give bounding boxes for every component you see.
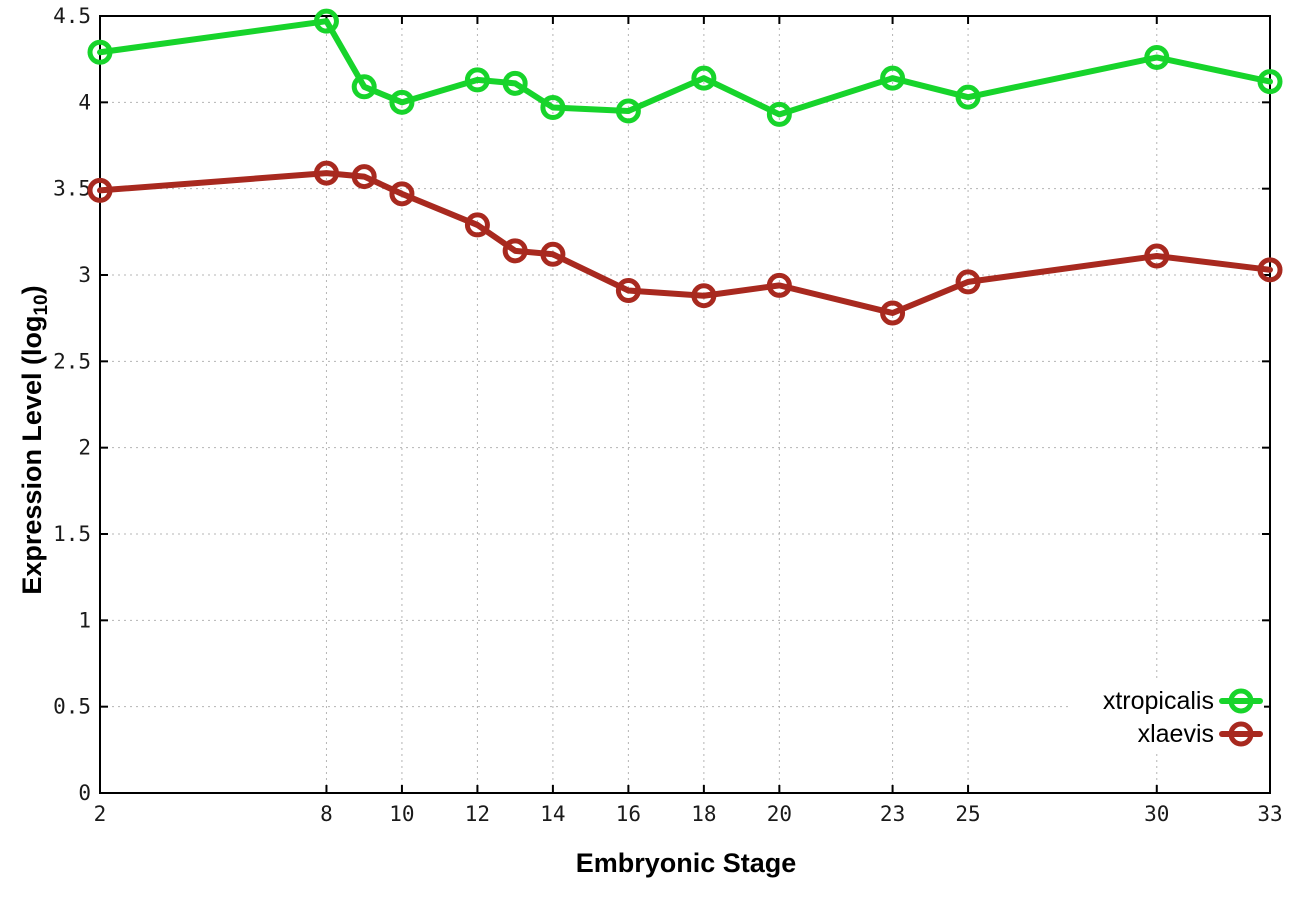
x-tick-label: 16	[616, 802, 641, 826]
data-point-xtropicalis	[351, 74, 377, 100]
data-point-xlaevis	[766, 272, 792, 298]
data-point-xlaevis	[615, 278, 641, 304]
y-tick-label: 0.5	[53, 695, 91, 719]
x-tick-label: 10	[389, 802, 414, 826]
data-point-xtropicalis	[502, 70, 528, 96]
series-line-xtropicalis	[97, 18, 1273, 118]
x-tick-label: 30	[1144, 802, 1169, 826]
y-axis-title-subscript: 10	[31, 294, 52, 316]
data-point-xtropicalis	[766, 101, 792, 127]
data-point-xlaevis	[464, 212, 490, 238]
data-point-xlaevis	[1144, 243, 1170, 269]
data-point-xtropicalis	[615, 98, 641, 124]
legend-marker-sample	[1228, 721, 1254, 747]
x-tick-label: 25	[955, 802, 980, 826]
y-axis-title-main: Expression Level (log	[17, 315, 47, 595]
data-point-xtropicalis	[691, 65, 717, 91]
data-point-xtropicalis	[540, 95, 566, 121]
data-point-xlaevis	[691, 283, 717, 309]
y-tick-label: 4	[78, 90, 91, 114]
data-point-xlaevis	[880, 300, 906, 326]
data-point-xlaevis	[389, 181, 415, 207]
data-point-xlaevis	[351, 164, 377, 190]
data-point-xlaevis	[1257, 257, 1283, 283]
plot-border	[99, 15, 1271, 794]
legend-marker-sample	[1228, 688, 1254, 714]
data-point-xlaevis	[540, 241, 566, 267]
x-axis-title-text: Embryonic Stage	[575, 848, 797, 878]
data-point-xtropicalis	[389, 89, 415, 115]
y-axis-title: Expression Level (log10)	[17, 230, 53, 650]
y-tick-label: 1.5	[53, 522, 91, 546]
data-point-xtropicalis	[1144, 44, 1170, 70]
data-point-xtropicalis	[87, 39, 113, 65]
x-tick-label: 33	[1257, 802, 1282, 826]
data-point-xlaevis	[313, 160, 339, 186]
x-tick-label: 12	[465, 802, 490, 826]
y-tick-label: 3.5	[53, 177, 91, 201]
data-point-xtropicalis	[880, 65, 906, 91]
legend-label-xlaevis: xlaevis	[1138, 720, 1214, 748]
y-tick-label: 0	[78, 781, 91, 805]
data-point-xlaevis	[87, 177, 113, 203]
y-tick-label: 3	[78, 263, 91, 287]
x-tick-label: 18	[691, 802, 716, 826]
x-tick-label: 23	[880, 802, 905, 826]
data-point-xlaevis	[955, 269, 981, 295]
y-tick-label: 2.5	[53, 349, 91, 373]
x-tick-label: 20	[767, 802, 792, 826]
y-axis-title-end: )	[17, 285, 47, 295]
legend-label-xtropicalis: xtropicalis	[1103, 687, 1214, 715]
x-tick-label: 2	[94, 802, 107, 826]
series-line-xlaevis	[97, 170, 1273, 316]
x-tick-label: 14	[540, 802, 565, 826]
y-tick-label: 1	[78, 608, 91, 632]
data-point-xlaevis	[502, 238, 528, 264]
y-tick-label: 2	[78, 436, 91, 460]
y-tick-label: 4.5	[53, 4, 91, 28]
x-tick-label: 8	[320, 802, 333, 826]
data-point-xtropicalis	[313, 8, 339, 34]
data-point-xtropicalis	[955, 84, 981, 110]
data-point-xtropicalis	[1257, 69, 1283, 95]
x-axis-title: Embryonic Stage	[0, 848, 1296, 879]
data-point-xtropicalis	[464, 67, 490, 93]
